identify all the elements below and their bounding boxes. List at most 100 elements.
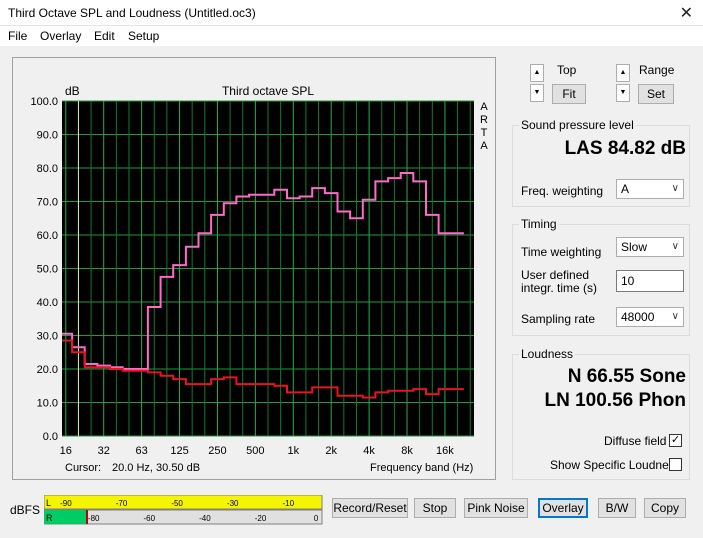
y-tick-label: 70.0 [37,197,58,209]
x-tick-label: 125 [170,445,188,457]
copy-button[interactable]: Copy [644,498,686,518]
meter-tick-label: -20 [255,514,267,523]
chart-series [62,172,464,399]
specific-loudness-label: Show Specific Loudness [550,458,681,472]
menu-overlay[interactable]: Overlay [40,29,82,43]
range-up-button[interactable]: ▲ [616,64,630,82]
meter-tick-label: 0 [314,514,319,523]
y-tick-label: 30.0 [37,331,58,343]
timing-group-title: Timing [519,217,559,231]
x-tick-label: 500 [246,445,264,457]
meter-tick-label: -80 [88,514,100,523]
meter-tick-label: -70 [116,499,128,508]
meter-r-bg [44,509,323,525]
freq-weighting-select[interactable]: A ∨ [616,179,684,199]
set-button[interactable]: Set [638,84,674,104]
chevron-down-icon: ∨ [671,311,679,322]
x-tick-label: 63 [135,445,147,457]
range-label: Range [639,63,675,77]
integ-time-input[interactable]: 10 [616,270,684,292]
cursor-value: 20.0 Hz, 30.50 dB [112,462,201,474]
meter-l-label: L [46,498,51,508]
spl-group: Sound pressure level [512,118,690,207]
range-down-button[interactable]: ▼ [616,84,630,102]
meter-l-bar [44,495,323,510]
x-tick-label: 16 [60,445,72,457]
x-tick-label: 16k [436,445,454,457]
series-line-1 [62,339,464,399]
time-weighting-select[interactable]: Slow ∨ [616,237,684,257]
top-label: Top [557,63,577,77]
chart-title: Third octave SPL [222,84,314,98]
bw-button[interactable]: B/W [598,498,636,518]
pink-noise-button[interactable]: Pink Noise [464,498,528,518]
cursor-label: Cursor: [65,462,102,474]
sampling-rate-value: 48000 [621,310,655,324]
spl-value: LAS 84.82 dB [564,138,686,159]
x-tick-label: 8k [401,445,413,457]
specific-loudness-checkbox[interactable] [669,458,682,471]
level-meter: L R -90 -80 -70 -60 -50 -40 -30 -20 -10 0 [44,495,323,525]
y-axis-label: dB [65,84,80,98]
y-tick-label: 80.0 [37,163,58,175]
title-bar: Third Octave SPL and Loudness (Untitled.… [0,0,703,26]
meter-tick-label: -40 [199,514,211,523]
menu-bar: File Overlay Edit Setup [0,26,703,46]
loudness-group: Loudness [512,347,690,480]
meter-tick-label: -10 [283,499,295,508]
freq-weighting-value: A [621,182,630,196]
y-tick-label: 60.0 [37,230,58,242]
overlay-button[interactable]: Overlay [538,498,588,518]
y-tick-label: 20.0 [37,364,58,376]
meter-tick-label: -60 [144,514,156,523]
arta-label: ARTA [480,101,488,152]
chevron-down-icon: ∨ [671,241,679,252]
window-title: Third Octave SPL and Loudness (Untitled.… [8,6,256,20]
menu-file[interactable]: File [8,29,28,43]
top-up-button[interactable]: ▲ [530,64,544,82]
record-reset-button[interactable]: Record/Reset [332,498,408,518]
x-tick-label: 2k [325,445,337,457]
chevron-down-icon: ∨ [671,183,679,194]
meter-tick-label: -90 [60,499,72,508]
diffuse-field-label: Diffuse field [604,434,667,448]
y-tick-label: 10.0 [37,398,58,410]
x-axis-label: Frequency band (Hz) [370,462,474,474]
x-tick-label: 1k [287,445,299,457]
spl-group-title: Sound pressure level [519,118,636,132]
integ-label-1: User defined [521,268,590,282]
y-tick-label: 90.0 [37,130,58,142]
menu-setup[interactable]: Setup [128,29,160,43]
integ-label-2: integr. time (s) [521,281,598,295]
sampling-rate-select[interactable]: 48000 ∨ [616,307,684,327]
x-tick-labels: 16 32 63 125 250 500 1k 2k 4k 8k 16k [60,445,455,457]
freq-weighting-label: Freq. weighting [521,184,604,198]
y-tick-label: 40.0 [37,297,58,309]
x-tick-label: 32 [98,445,110,457]
menu-edit[interactable]: Edit [94,29,115,43]
time-weighting-label: Time weighting [521,245,602,259]
time-weighting-value: Slow [621,240,648,254]
y-tick-label: 50.0 [37,264,58,276]
sampling-rate-label: Sampling rate [521,312,596,326]
top-down-button[interactable]: ▼ [530,84,544,102]
diffuse-field-checkbox[interactable]: ✓ [669,434,682,447]
y-tick-label: 100.0 [30,96,58,108]
meter-r-peak [86,510,88,524]
x-tick-label: 4k [363,445,375,457]
y-tick-labels: 0.0 10.0 20.0 30.0 40.0 50.0 60.0 70.0 80.0 90.0 1… [30,96,58,443]
loudness-sone: N 66.55 Sone [567,366,686,387]
close-icon[interactable]: ✕ [679,5,693,22]
stop-button[interactable]: Stop [414,498,456,518]
loudness-phon: LN 100.56 Phon [544,390,687,411]
loudness-group-title: Loudness [519,347,576,361]
meter-r-label: R [46,513,53,523]
timing-group: Timing [512,217,690,336]
fit-button[interactable]: Fit [552,84,586,104]
y-tick-label: 0.0 [43,431,58,443]
dbfs-label: dBFS [10,503,41,517]
meter-tick-label: -30 [227,499,239,508]
meter-tick-label: -50 [171,499,183,508]
meter-ticks: -90 -80 -70 -60 -50 -40 -30 -20 -10 0 [60,499,319,523]
